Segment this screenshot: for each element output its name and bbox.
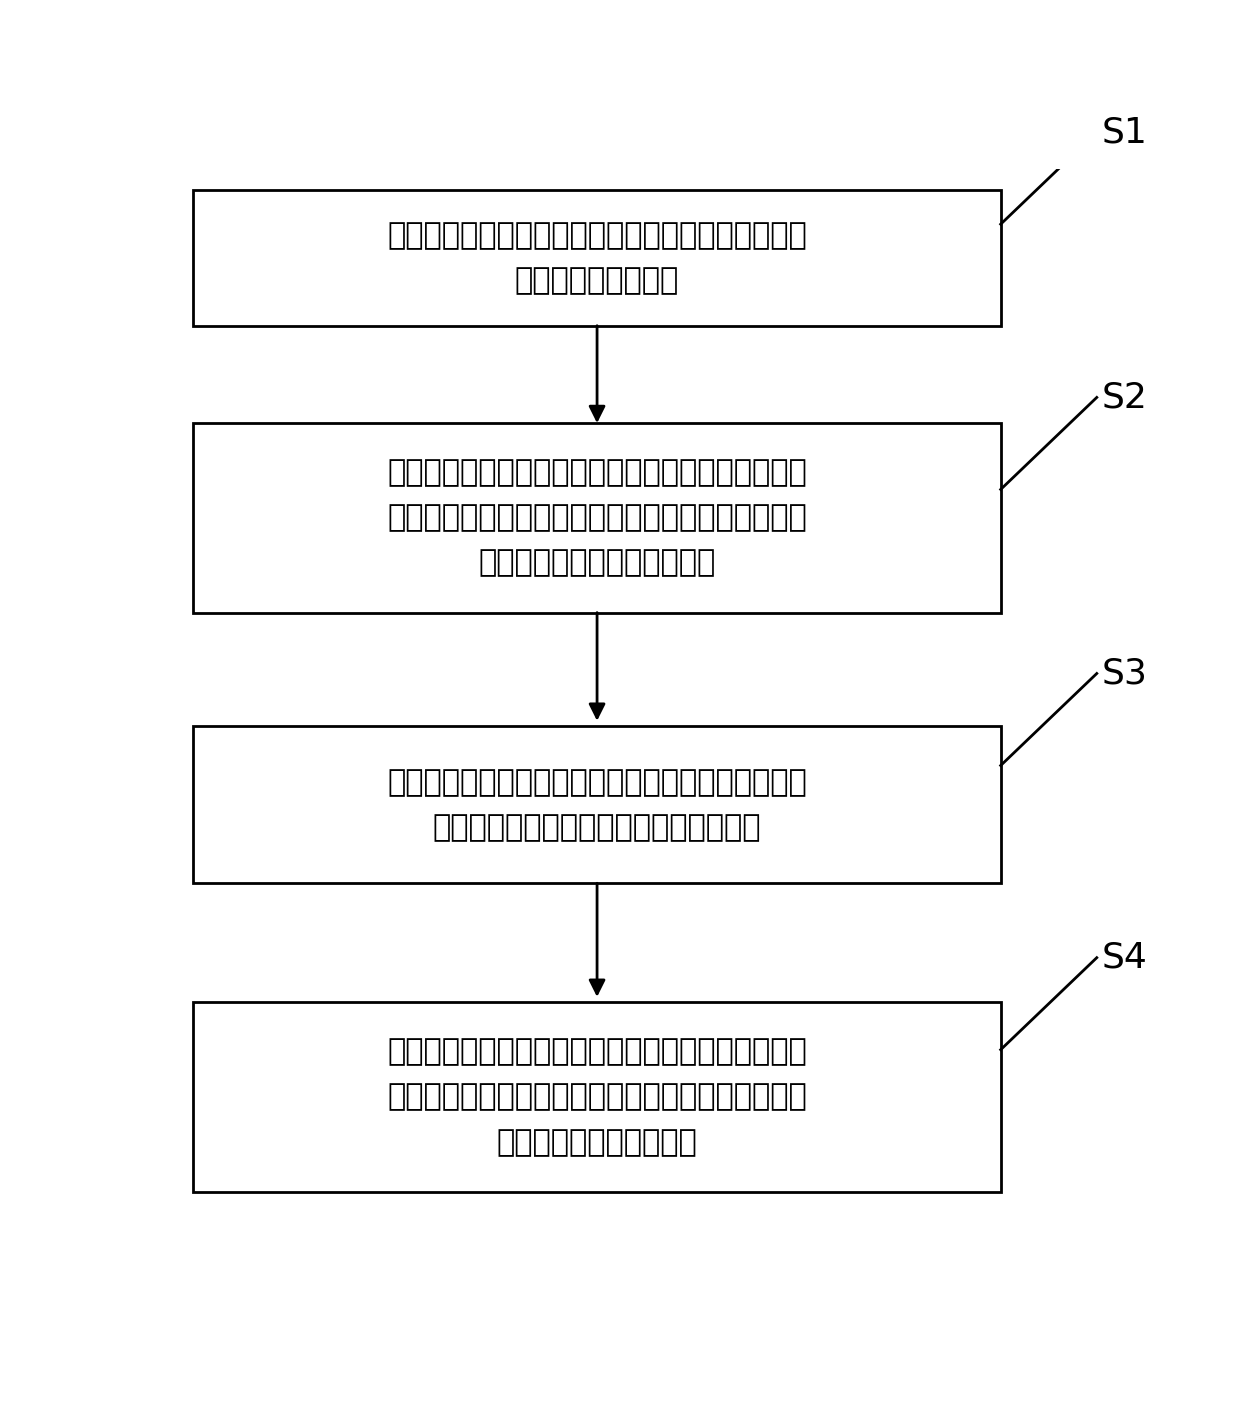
Bar: [193, 423, 1001, 613]
Text: S1: S1: [1101, 115, 1147, 149]
Bar: [193, 727, 1001, 883]
Bar: [193, 190, 1001, 326]
Text: 进样装载平台横向进给试管架的过程中，确定试管架
上的试管的装载情况: 进样装载平台横向进给试管架的过程中，确定试管架 上的试管的装载情况: [387, 221, 807, 295]
Text: S3: S3: [1101, 657, 1147, 690]
Text: 在确定所述试管架上装载有试管的情况下，确定所述
试管架中装载的试管的试管类型，其中所述试管类型
包括静脉血试管和末梢血试管: 在确定所述试管架上装载有试管的情况下，确定所述 试管架中装载的试管的试管类型，其…: [387, 458, 807, 578]
Bar: [193, 1002, 1001, 1192]
Text: S4: S4: [1101, 941, 1147, 974]
Text: 根据所述试管类型确定对应的混匀方式，并采用确定
的混匀方式对试管内的血液进行混匀操作: 根据所述试管类型确定对应的混匀方式，并采用确定 的混匀方式对试管内的血液进行混匀…: [387, 768, 807, 842]
Text: S2: S2: [1101, 381, 1147, 415]
Text: 当试管架进给到吸样位时，根据所述确定的试管类型
确定下降高度，采样针执行与所述确定的下降高度对
应的下降动作并吸取样本: 当试管架进给到吸样位时，根据所述确定的试管类型 确定下降高度，采样针执行与所述确…: [387, 1038, 807, 1157]
